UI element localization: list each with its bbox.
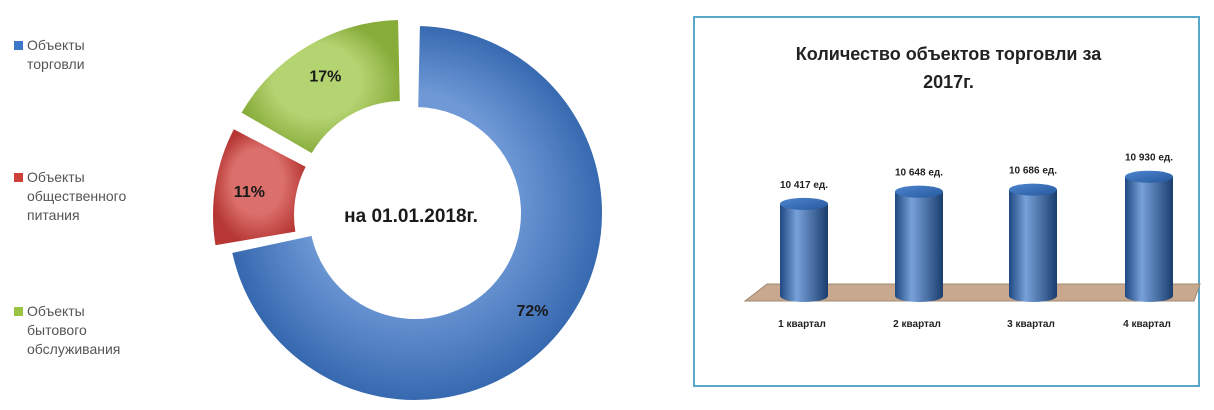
bar-chart-title-line: 2017г. bbox=[923, 72, 974, 92]
legend-label: Объекты торговли bbox=[27, 36, 157, 74]
legend-label-line: общественного bbox=[27, 188, 127, 204]
donut-slice bbox=[229, 24, 604, 402]
legend-label: Объекты общественного питания bbox=[27, 168, 157, 225]
legend-item: Объекты общественного питания bbox=[14, 168, 157, 225]
bar-chart-title: Количество объектов торговли за 2017г. bbox=[735, 40, 1162, 96]
pie-legend: Объекты торговли Объекты общественного питан… bbox=[14, 36, 194, 376]
legend-item: Объекты торговли bbox=[14, 36, 157, 74]
category-label: 4 квартал bbox=[1123, 319, 1171, 330]
bar bbox=[1125, 170, 1173, 302]
donut-slice bbox=[238, 18, 402, 156]
category-label: 1 квартал bbox=[778, 319, 826, 330]
legend-label-line: торговли bbox=[27, 56, 85, 72]
legend-label-line: Объекты bbox=[27, 37, 85, 53]
legend-label-line: Объекты bbox=[27, 303, 85, 319]
bar-data-label: 10 930 ед. bbox=[1125, 153, 1173, 164]
bar bbox=[1009, 183, 1057, 302]
category-label: 3 квартал bbox=[1007, 319, 1055, 330]
bar-data-label: 10 417 ед. bbox=[780, 180, 828, 191]
legend-item: Объекты бытового обслуживания bbox=[14, 302, 157, 359]
legend-swatch bbox=[14, 307, 23, 316]
legend-label: Объекты бытового обслуживания bbox=[27, 302, 157, 359]
legend-swatch bbox=[14, 41, 23, 50]
slice-label: 72% bbox=[516, 303, 548, 320]
donut-chart: 72% 11% 17% на 01.01.2018г. bbox=[211, 18, 604, 402]
category-label: 2 квартал bbox=[893, 319, 941, 330]
legend-label-line: Объекты bbox=[27, 169, 85, 185]
donut-slice bbox=[211, 126, 309, 248]
bar-chart: 10 417 ед. 1 квартал 10 648 ед. 2 квартал 10… bbox=[743, 153, 1201, 330]
donut-center-label: на 01.01.2018г. bbox=[344, 206, 478, 227]
legend-label-line: обслуживания bbox=[27, 341, 121, 357]
bar-chart-panel: Количество объектов торговли за 2017г. 1… bbox=[693, 16, 1201, 387]
bar-data-label: 10 648 ед. bbox=[895, 168, 943, 179]
legend-label-line: бытового bbox=[27, 322, 87, 338]
bar bbox=[780, 197, 828, 302]
bar-data-label: 10 686 ед. bbox=[1009, 166, 1057, 177]
legend-label-line: питания bbox=[27, 207, 80, 223]
bar-chart-title-line: Количество объектов торговли за bbox=[795, 44, 1102, 64]
slice-label: 11% bbox=[234, 184, 265, 201]
legend-swatch bbox=[14, 173, 23, 182]
bar bbox=[895, 185, 943, 302]
slice-label: 17% bbox=[309, 69, 341, 86]
